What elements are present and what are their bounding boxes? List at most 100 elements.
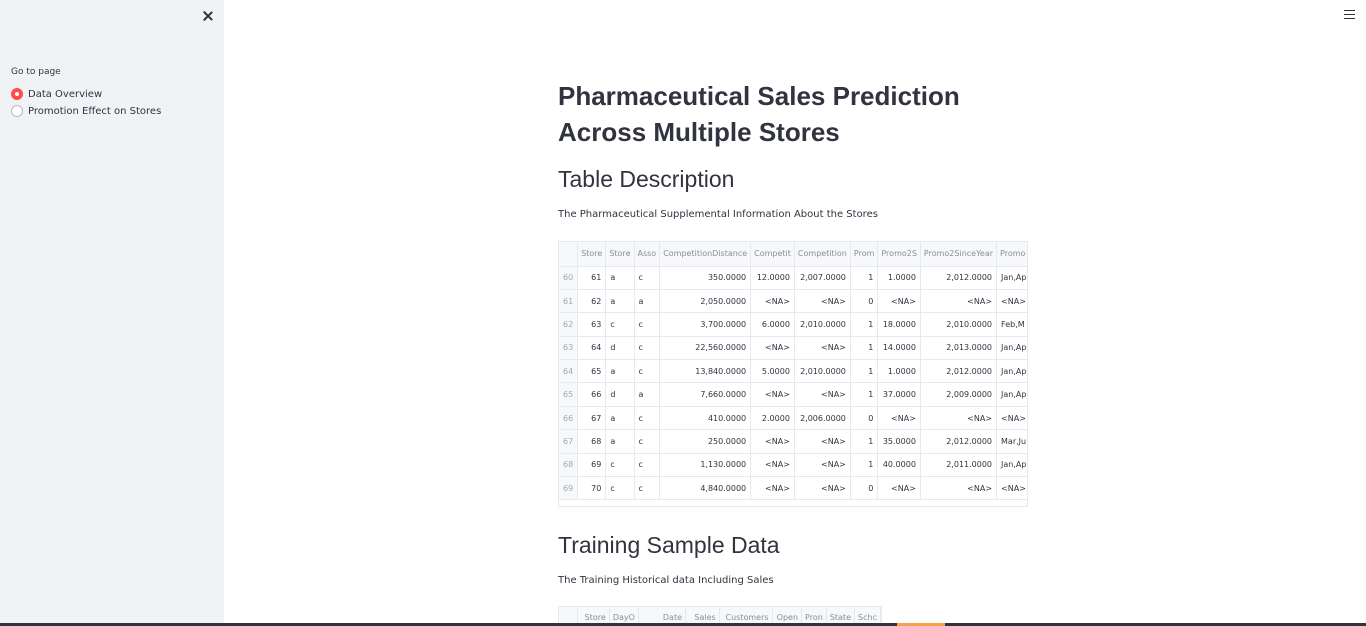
table-cell[interactable]: 2,010.0000	[794, 312, 851, 337]
table-cell[interactable]: 2,006.0000	[794, 406, 851, 431]
column-header[interactable]: Prom	[850, 242, 879, 267]
table-cell[interactable]: 37.0000	[877, 382, 921, 407]
table-cell[interactable]: Jan,Ap	[996, 382, 1027, 407]
column-header[interactable]: State	[826, 607, 856, 626]
table-cell[interactable]: 410.0000	[659, 406, 752, 431]
table-cell[interactable]: 1	[850, 453, 879, 478]
table-cell[interactable]: d	[605, 382, 635, 407]
table-cell[interactable]: <NA>	[750, 453, 795, 478]
table-cell[interactable]: 1,130.0000	[659, 453, 752, 478]
table-cell[interactable]: <NA>	[920, 289, 998, 314]
table-cell[interactable]: 1.0000	[877, 266, 921, 290]
table-cell[interactable]: c	[634, 453, 661, 478]
table-cell[interactable]: a	[605, 359, 635, 384]
table-cell[interactable]: c	[634, 312, 661, 337]
table-cell[interactable]: 5.0000	[750, 359, 795, 384]
table-cell[interactable]: <NA>	[794, 476, 851, 501]
column-header[interactable]: Store	[605, 242, 635, 267]
table-cell[interactable]: 1	[850, 429, 879, 454]
table-cell[interactable]: <NA>	[996, 476, 1027, 501]
column-header[interactable]	[559, 607, 579, 626]
table-cell[interactable]: 64	[577, 336, 607, 361]
table-cell[interactable]: 2.0000	[750, 406, 795, 431]
table-cell[interactable]: 63	[577, 312, 607, 337]
table-cell[interactable]: 0	[850, 406, 879, 431]
table-cell[interactable]: 14.0000	[877, 336, 921, 361]
table-cell[interactable]: c	[634, 476, 661, 501]
table-cell[interactable]: 3,700.0000	[659, 312, 752, 337]
table-cell[interactable]: <NA>	[794, 453, 851, 478]
table-cell[interactable]: 2,010.0000	[794, 359, 851, 384]
column-header[interactable]: Competit	[750, 242, 795, 267]
table-cell[interactable]: c	[634, 406, 661, 431]
table-cell[interactable]: 350.0000	[659, 266, 752, 290]
table-cell[interactable]: a	[634, 289, 661, 314]
column-header[interactable]: Promo	[996, 242, 1027, 267]
table-cell[interactable]: 2,050.0000	[659, 289, 752, 314]
table-cell[interactable]: 2,012.0000	[920, 359, 998, 384]
table-cell[interactable]: 2,011.0000	[920, 453, 998, 478]
table-cell[interactable]: <NA>	[877, 406, 921, 431]
table-cell[interactable]: 7,660.0000	[659, 382, 752, 407]
close-sidebar-icon[interactable]	[200, 8, 216, 24]
table-cell[interactable]: a	[605, 266, 635, 290]
table-cell[interactable]: 68	[577, 429, 607, 454]
table-cell[interactable]: <NA>	[996, 406, 1027, 431]
store-info-table[interactable]: Store Store Asso CompetitionDistance Competi…	[558, 241, 1028, 507]
row-index[interactable]: 67	[559, 429, 579, 454]
table-cell[interactable]: 67	[577, 406, 607, 431]
nav-option-data-overview[interactable]: Data Overview	[11, 88, 102, 100]
table-cell[interactable]: 1	[850, 312, 879, 337]
table-cell[interactable]: Mar,Ju	[996, 429, 1027, 454]
table-cell[interactable]: 1	[850, 359, 879, 384]
row-index[interactable]: 66	[559, 406, 579, 431]
table-cell[interactable]: 2,012.0000	[920, 266, 998, 290]
table-cell[interactable]: 13,840.0000	[659, 359, 752, 384]
table-cell[interactable]: 1	[850, 382, 879, 407]
table-cell[interactable]: 35.0000	[877, 429, 921, 454]
table-cell[interactable]: c	[634, 266, 661, 290]
row-index[interactable]: 64	[559, 359, 579, 384]
table-cell[interactable]: 66	[577, 382, 607, 407]
table-cell[interactable]: <NA>	[750, 429, 795, 454]
table-cell[interactable]: <NA>	[920, 476, 998, 501]
row-index[interactable]: 65	[559, 382, 579, 407]
table-cell[interactable]: <NA>	[750, 476, 795, 501]
column-header[interactable]: Schc	[854, 607, 881, 626]
table-cell[interactable]: 40.0000	[877, 453, 921, 478]
column-header[interactable]: Open	[772, 607, 803, 626]
row-index[interactable]: 69	[559, 476, 579, 501]
table-cell[interactable]: c	[634, 336, 661, 361]
column-header[interactable]: Promo2SinceYear	[920, 242, 998, 267]
column-header[interactable]	[559, 242, 579, 267]
column-header[interactable]: Date	[638, 607, 687, 626]
column-header[interactable]: Sales	[685, 607, 720, 626]
column-header[interactable]: Competition	[794, 242, 851, 267]
table-cell[interactable]: <NA>	[750, 289, 795, 314]
table-cell[interactable]: 2,009.0000	[920, 382, 998, 407]
table-cell[interactable]: 61	[577, 266, 607, 290]
table-cell[interactable]: <NA>	[794, 382, 851, 407]
table-cell[interactable]: 22,560.0000	[659, 336, 752, 361]
table-cell[interactable]: a	[605, 406, 635, 431]
table-cell[interactable]: <NA>	[794, 289, 851, 314]
table-cell[interactable]: <NA>	[750, 336, 795, 361]
table-cell[interactable]: 1.0000	[877, 359, 921, 384]
table-cell[interactable]: 0	[850, 289, 879, 314]
table-cell[interactable]: c	[605, 476, 635, 501]
column-header[interactable]: Store	[577, 242, 607, 267]
table-cell[interactable]: a	[605, 429, 635, 454]
column-header[interactable]: Asso	[634, 242, 661, 267]
table-cell[interactable]: a	[634, 382, 661, 407]
row-index[interactable]: 60	[559, 266, 579, 290]
table-cell[interactable]: <NA>	[877, 476, 921, 501]
table-cell[interactable]: <NA>	[920, 406, 998, 431]
row-index[interactable]: 63	[559, 336, 579, 361]
table-cell[interactable]: 2,012.0000	[920, 429, 998, 454]
hamburger-menu-icon[interactable]	[1344, 10, 1355, 19]
table-cell[interactable]: 62	[577, 289, 607, 314]
table-cell[interactable]: 6.0000	[750, 312, 795, 337]
row-index[interactable]: 62	[559, 312, 579, 337]
table-cell[interactable]: 2,013.0000	[920, 336, 998, 361]
table-cell[interactable]: Jan,Ap	[996, 359, 1027, 384]
